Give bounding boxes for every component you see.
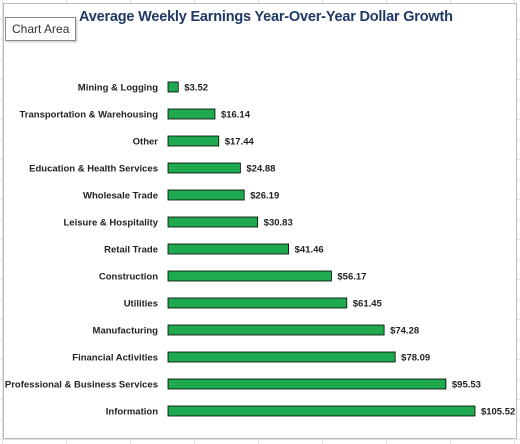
data-label: $24.88 [246,164,275,175]
category-label: Professional & Business Services [5,380,158,391]
bar[interactable] [167,405,476,417]
data-label: $95.53 [452,380,481,391]
bar[interactable] [167,324,385,336]
bar[interactable] [167,216,259,228]
data-label: $74.28 [390,326,419,337]
category-label: Utilities [124,299,158,310]
category-label: Construction [99,272,158,283]
bar[interactable] [167,378,447,390]
bar[interactable] [167,189,245,201]
bar[interactable] [167,108,216,120]
bar[interactable] [167,297,348,309]
data-label: $3.52 [184,83,208,94]
bars-layer: Mining & Logging $3.52 Transportation & Wa… [5,81,515,418]
category-label: Mining & Logging [78,83,158,94]
category-label: Manufacturing [93,326,159,337]
bar[interactable] [167,135,220,147]
category-label: Wholesale Trade [83,191,158,202]
data-label: $30.83 [264,218,293,229]
category-label: Financial Activities [72,353,158,364]
data-label: $105.52 [481,407,515,418]
data-label: $17.44 [225,137,255,148]
data-label: $16.14 [221,110,251,121]
bar[interactable] [167,162,241,174]
bar[interactable] [167,243,290,255]
category-label: Other [133,137,159,148]
bar[interactable] [167,270,332,282]
category-label: Leisure & Hospitality [64,218,159,229]
data-label: $26.19 [250,191,279,202]
data-label: $56.17 [337,272,366,283]
data-label: $41.46 [295,245,324,256]
category-label: Education & Health Services [29,164,158,175]
category-label: Retail Trade [104,245,158,256]
chart-frame[interactable] [3,3,517,439]
category-label: Transportation & Warehousing [20,110,159,121]
category-label: Information [106,407,158,418]
chart-title[interactable]: Average Weekly Earnings Year-Over-Year D… [79,9,453,25]
chart-area-tooltip: Chart Area [5,17,77,41]
data-label: $61.45 [353,299,383,310]
bar[interactable] [167,351,396,363]
bar[interactable] [167,81,179,93]
data-label: $78.09 [401,353,430,364]
